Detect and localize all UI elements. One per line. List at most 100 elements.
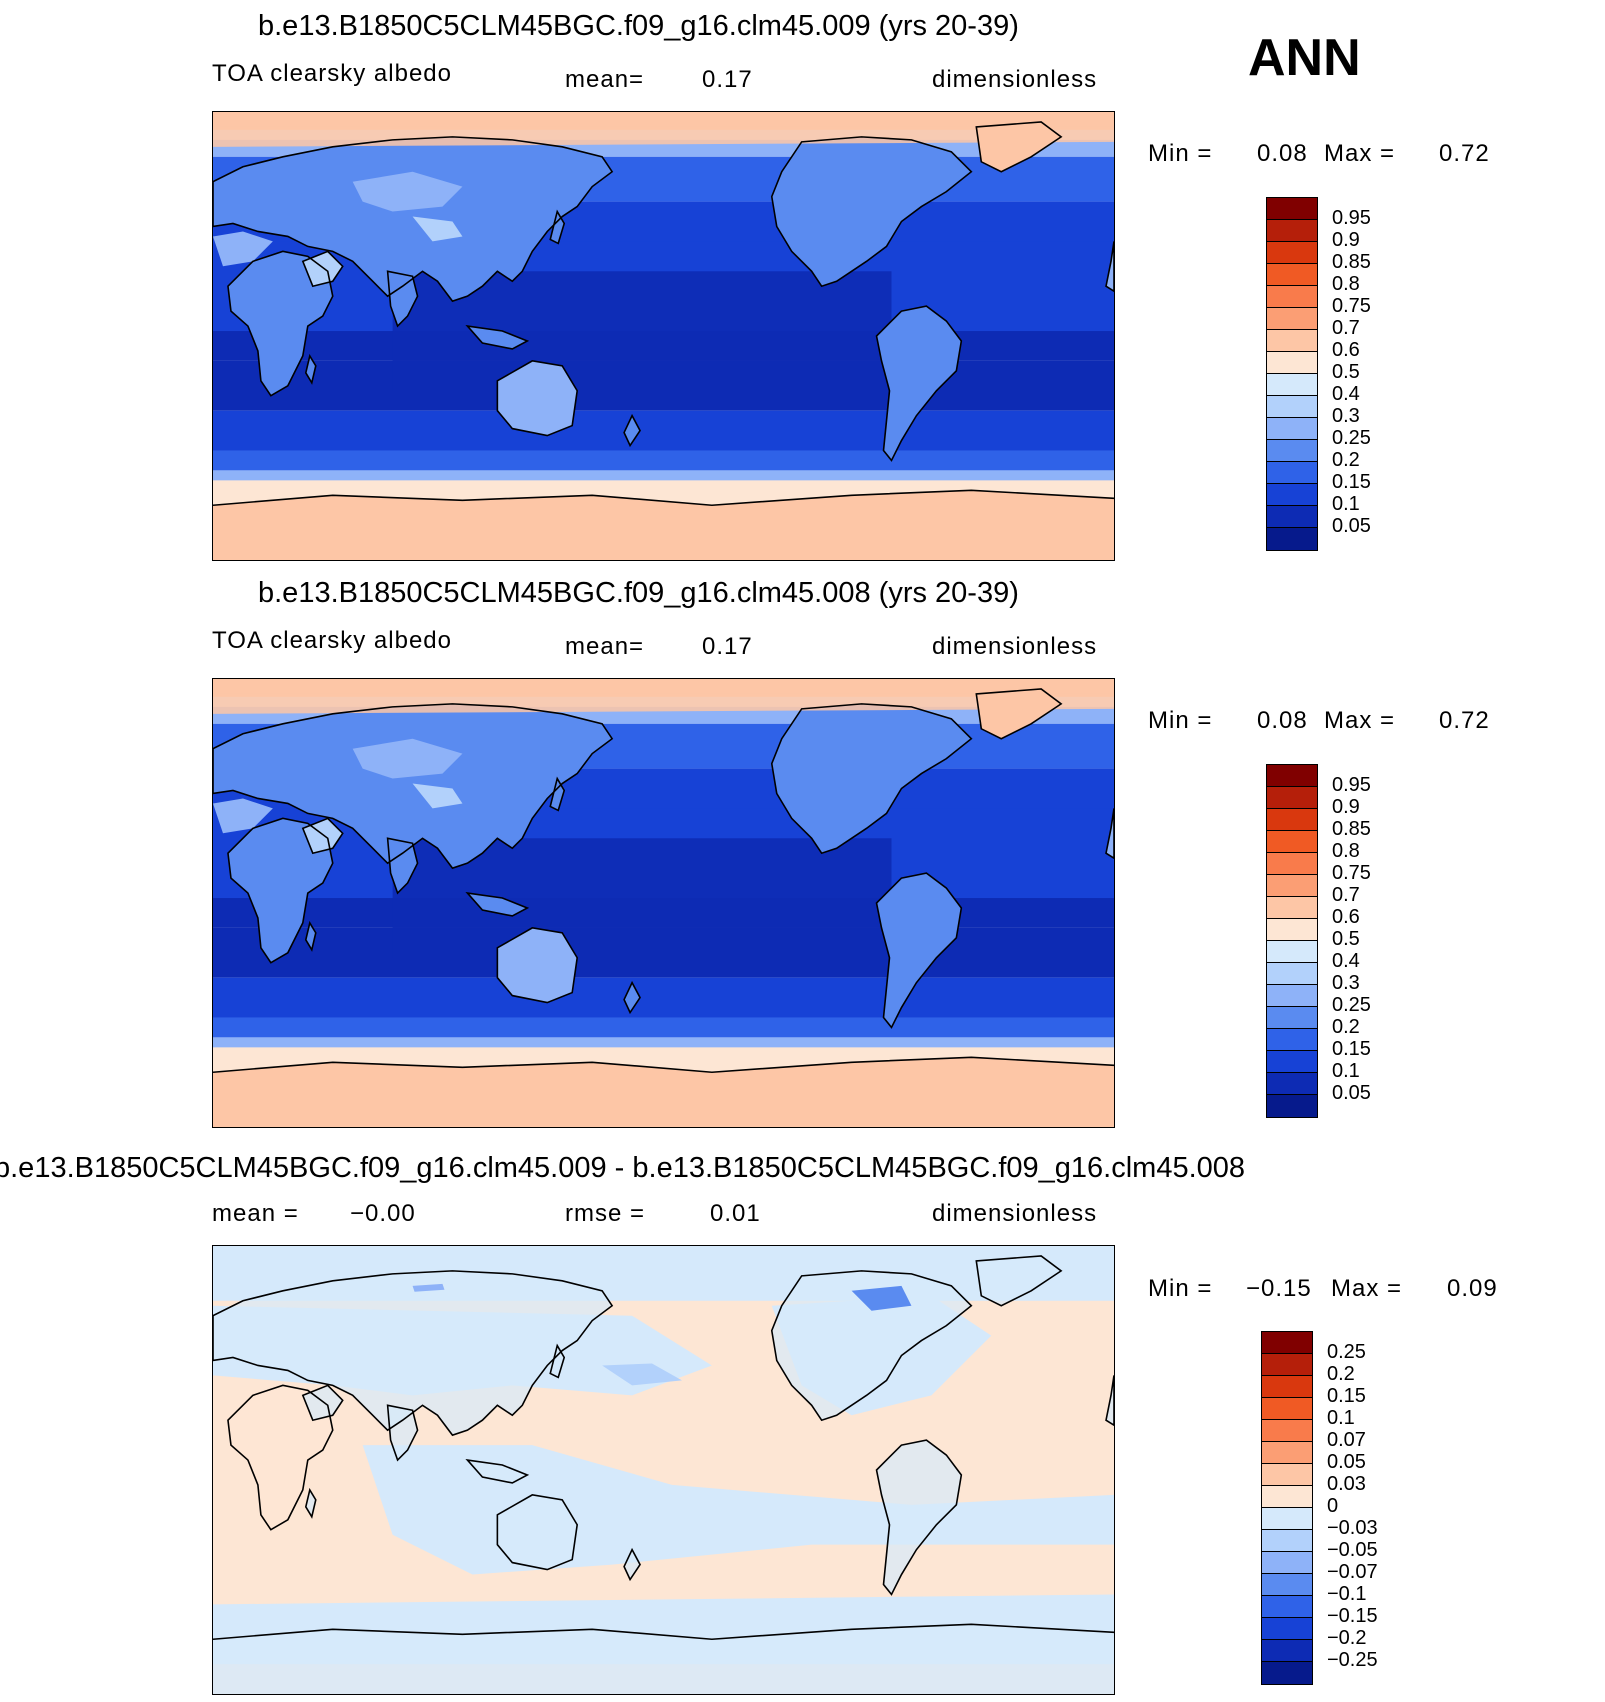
panel-2-mean-label: mean= <box>565 633 645 660</box>
colorbar-tick-label: 0.15 <box>1332 471 1371 493</box>
colorbar-tick-label: −0.03 <box>1327 1517 1378 1539</box>
colorbar-tick-label: 0.25 <box>1332 994 1371 1016</box>
colorbar-swatch <box>1262 1354 1312 1376</box>
panel-3-units: dimensionless <box>932 1200 1098 1227</box>
panel-3-mean-value: −0.00 <box>350 1200 416 1227</box>
colorbar-swatch <box>1267 963 1317 985</box>
colorbar-tick-label: 0.3 <box>1332 972 1360 994</box>
colorbar-tick-label: 0.03 <box>1327 1473 1366 1495</box>
colorbar-swatch <box>1262 1640 1312 1662</box>
colorbar-swatch <box>1267 506 1317 528</box>
panel-2-max-label: Max = <box>1324 707 1396 734</box>
colorbar-swatch <box>1267 765 1317 787</box>
colorbar-tick-label: 0.1 <box>1332 1060 1360 1082</box>
colorbar-swatch <box>1262 1398 1312 1420</box>
colorbar-tick-label: 0.05 <box>1327 1451 1366 1473</box>
colorbar-tick-label: 0.2 <box>1327 1363 1355 1385</box>
colorbar-swatch <box>1262 1442 1312 1464</box>
colorbar-tick-label: 0.5 <box>1332 361 1360 383</box>
colorbar-swatch <box>1267 1073 1317 1095</box>
colorbar-tick-label: 0.85 <box>1332 818 1371 840</box>
colorbar-swatch <box>1262 1596 1312 1618</box>
panel-3-rmse-label: rmse = <box>565 1200 646 1227</box>
colorbar-tick-label: 0.8 <box>1332 273 1360 295</box>
colorbar-swatch <box>1267 264 1317 286</box>
colorbar-swatch <box>1262 1420 1312 1442</box>
colorbar-tick-label: 0.05 <box>1332 515 1371 537</box>
colorbar-swatch <box>1267 418 1317 440</box>
colorbar-tick-label: 0.05 <box>1332 1082 1371 1104</box>
panel-1-max-value: 0.72 <box>1439 140 1490 167</box>
panel-3-title: b.e13.B1850C5CLM45BGC.f09_g16.clm45.009 … <box>0 1152 1246 1184</box>
colorbar-tick-label: 0.8 <box>1332 840 1360 862</box>
panel-2-title: b.e13.B1850C5CLM45BGC.f09_g16.clm45.008 … <box>258 577 1019 609</box>
colorbar-swatch <box>1267 941 1317 963</box>
colorbar-swatch <box>1267 528 1317 550</box>
colorbar-swatch <box>1267 985 1317 1007</box>
panel-1-min-value: 0.08 <box>1257 140 1308 167</box>
colorbar-tick-label: −0.2 <box>1327 1627 1367 1649</box>
panel-3-mean-label: mean = <box>212 1200 299 1227</box>
panel-3-min-value: −0.15 <box>1246 1275 1312 1302</box>
colorbar-swatch <box>1267 330 1317 352</box>
colorbar-swatch <box>1267 853 1317 875</box>
colorbar-tick-label: 0.85 <box>1332 251 1371 273</box>
colorbar-tick-label: 0.4 <box>1332 950 1360 972</box>
panel-2-map <box>212 678 1115 1128</box>
colorbar-swatch <box>1262 1508 1312 1530</box>
colorbar-swatch <box>1267 396 1317 418</box>
colorbar-swatches <box>1266 197 1318 551</box>
colorbar-swatch <box>1267 809 1317 831</box>
colorbar-tick-label: 0.25 <box>1327 1341 1366 1363</box>
panel-3-max-value: 0.09 <box>1447 1275 1498 1302</box>
colorbar-swatch <box>1267 308 1317 330</box>
panel-3-min-label: Min = <box>1148 1275 1213 1302</box>
colorbar-tick-label: −0.15 <box>1327 1605 1378 1627</box>
colorbar-tick-label: 0.5 <box>1332 928 1360 950</box>
panel-1-map-svg <box>213 112 1114 560</box>
panel-2-min-label: Min = <box>1148 707 1213 734</box>
colorbar-swatch <box>1262 1332 1312 1354</box>
panel-1-mean-label: mean= <box>565 66 645 93</box>
colorbar-swatches <box>1261 1331 1313 1685</box>
panel-2-min-value: 0.08 <box>1257 707 1308 734</box>
colorbar-tick-label: 0.15 <box>1327 1385 1366 1407</box>
panel-1-title: b.e13.B1850C5CLM45BGC.f09_g16.clm45.009 … <box>258 10 1019 42</box>
colorbar-tick-label: 0.7 <box>1332 317 1360 339</box>
colorbar-tick-label: 0.6 <box>1332 339 1360 361</box>
colorbar-swatch <box>1267 374 1317 396</box>
colorbar-swatch <box>1262 1376 1312 1398</box>
colorbar-tick-label: 0.75 <box>1332 295 1371 317</box>
colorbar-swatch <box>1267 919 1317 941</box>
colorbar-tick-label: 0.95 <box>1332 207 1371 229</box>
colorbar-swatch <box>1262 1662 1312 1684</box>
colorbar-swatch <box>1262 1486 1312 1508</box>
colorbar-tick-label: −0.07 <box>1327 1561 1378 1583</box>
colorbar-tick-label: 0.95 <box>1332 774 1371 796</box>
colorbar-tick-label: 0.2 <box>1332 1016 1360 1038</box>
colorbar-swatch <box>1267 462 1317 484</box>
colorbar-tick-label: 0.4 <box>1332 383 1360 405</box>
colorbar-swatch <box>1267 1029 1317 1051</box>
colorbar-swatch <box>1267 220 1317 242</box>
colorbar-tick-label: 0.25 <box>1332 427 1371 449</box>
panel-3-rmse-value: 0.01 <box>710 1200 761 1227</box>
colorbar-tick-label: 0.3 <box>1332 405 1360 427</box>
colorbar-tick-label: −0.05 <box>1327 1539 1378 1561</box>
colorbar-swatch <box>1262 1574 1312 1596</box>
colorbar-swatch <box>1267 440 1317 462</box>
colorbar-tick-label: 0.2 <box>1332 449 1360 471</box>
colorbar-tick-label: 0.6 <box>1332 906 1360 928</box>
colorbar-tick-label: −0.25 <box>1327 1649 1378 1671</box>
panel-1-min-label: Min = <box>1148 140 1213 167</box>
colorbar-swatch <box>1262 1464 1312 1486</box>
colorbar-swatch <box>1267 1095 1317 1117</box>
colorbar-tick-label: 0 <box>1327 1495 1339 1517</box>
panel-2-max-value: 0.72 <box>1439 707 1490 734</box>
colorbar-tick-label: −0.1 <box>1327 1583 1367 1605</box>
colorbar-swatch <box>1262 1552 1312 1574</box>
colorbar-tick-label: 0.1 <box>1332 493 1360 515</box>
colorbar-tick-label: 0.15 <box>1332 1038 1371 1060</box>
panel-1-variable-label: TOA clearsky albedo <box>212 60 453 87</box>
colorbar-swatches <box>1266 764 1318 1118</box>
